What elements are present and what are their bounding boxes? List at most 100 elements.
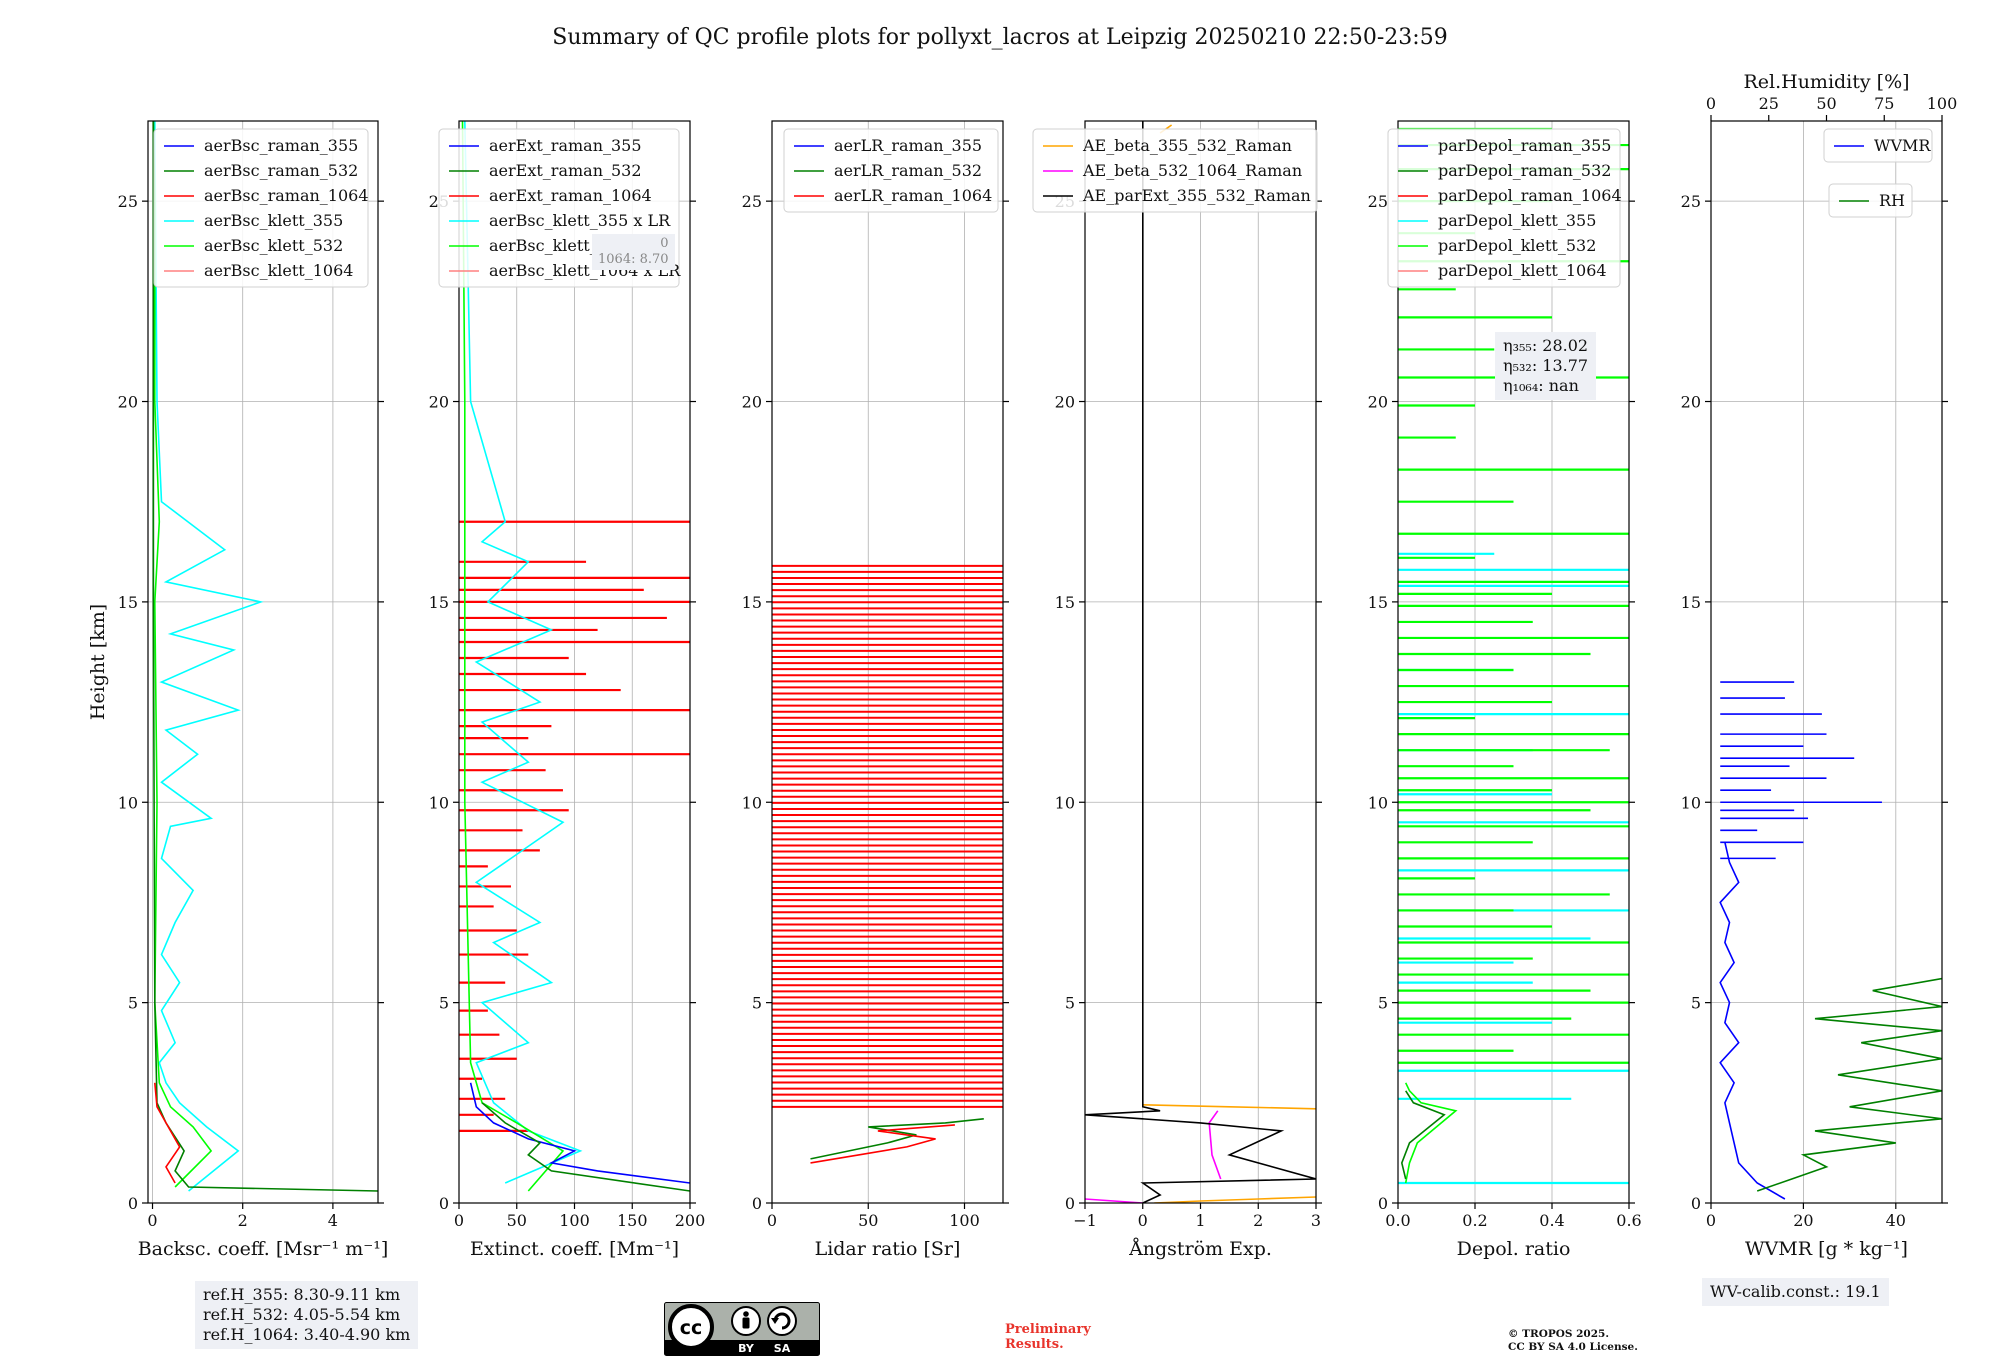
copyright-note: © TROPOS 2025. CC BY SA 4.0 License. bbox=[1508, 1328, 1638, 1354]
wv-calibration-box: WV-calib.const.: 19.1 bbox=[1702, 1278, 1889, 1306]
series-aerext-raman-532 bbox=[481, 1102, 690, 1192]
y-tick-label: 15 bbox=[1368, 593, 1388, 612]
y-tick-label: 20 bbox=[1368, 393, 1388, 412]
series-wvmr bbox=[1719, 842, 1786, 1200]
top-x-tick-label: 75 bbox=[1874, 94, 1894, 113]
y-tick-label: 25 bbox=[118, 192, 138, 211]
legend-entry: parDepol_klett_532 bbox=[1438, 236, 1596, 255]
legend-entry: WVMR bbox=[1874, 136, 1931, 155]
by-icon-head bbox=[743, 1311, 749, 1317]
y-tick-label: 0 bbox=[1691, 1194, 1701, 1213]
legend: parDepol_raman_355 parDepol_raman_532 parD… bbox=[1387, 128, 1622, 288]
x-tick-label: 0 bbox=[147, 1211, 157, 1230]
y-tick-label: 15 bbox=[1055, 593, 1075, 612]
x-axis-label: Backsc. coeff. [Msr⁻¹ m⁻¹] bbox=[138, 1238, 389, 1260]
legend-entry: aerBsc_klett_1064 bbox=[204, 261, 353, 280]
y-tick-label: 5 bbox=[752, 994, 762, 1013]
y-tick-label: 25 bbox=[1681, 192, 1701, 211]
legend-entry: parDepol_klett_355 bbox=[1438, 211, 1596, 230]
reference-height-box: ref.H_355: 8.30-9.11 km ref.H_532: 4.05-… bbox=[195, 1281, 419, 1349]
series-ae-beta-355-532-raman bbox=[1154, 1196, 1316, 1203]
x-tick-label: 4 bbox=[328, 1211, 338, 1230]
by-icon-body bbox=[742, 1317, 750, 1329]
preliminary-line-1: Preliminary bbox=[1005, 1322, 1091, 1337]
y-tick-label: 10 bbox=[1681, 793, 1701, 812]
wv-calib-const: WV-calib.const.: 19.1 bbox=[1710, 1282, 1881, 1301]
y-tick-label: 0 bbox=[439, 1194, 449, 1213]
top-x-tick-label: 100 bbox=[1927, 94, 1958, 113]
x-tick-label: 50 bbox=[858, 1211, 878, 1230]
eta-box: η₃₅₅: 28.02 η₅₃₂: 13.77 η₁₀₆₄: nan bbox=[1495, 332, 1597, 400]
y-tick-label: 15 bbox=[742, 593, 762, 612]
ref-h-1064: ref.H_1064: 3.40-4.90 km bbox=[203, 1325, 411, 1344]
x-tick-label: 1 bbox=[1195, 1211, 1205, 1230]
series-rh bbox=[1756, 977, 1942, 1192]
legend-entry: aerLR_raman_532 bbox=[834, 161, 982, 180]
series-aerlr-raman-532 bbox=[810, 1118, 984, 1160]
legend-entry: aerExt_raman_1064 bbox=[489, 186, 652, 205]
cc-main-text: cc bbox=[680, 1317, 703, 1339]
y-tick-label: 5 bbox=[1691, 994, 1701, 1013]
legend-entry: AE_parExt_355_532_Raman bbox=[1082, 186, 1311, 205]
series-aerext-raman-355 bbox=[469, 1082, 690, 1184]
series-ae-beta-355-532-raman bbox=[1142, 1104, 1316, 1110]
sa-icon bbox=[767, 1306, 797, 1336]
plot-area-backscatter bbox=[152, 121, 378, 1192]
x-tick-label: 150 bbox=[617, 1211, 648, 1230]
x-axis-label: Lidar ratio [Sr] bbox=[815, 1238, 961, 1260]
top-x-tick-label: 0 bbox=[1706, 94, 1716, 113]
x-tick-label: 100 bbox=[949, 1211, 980, 1230]
legend-box bbox=[783, 128, 999, 213]
axes-frame bbox=[1397, 120, 1630, 1204]
figure-title: Summary of QC profile plots for pollyxt_… bbox=[552, 25, 1447, 50]
legend-entry: aerExt_raman_532 bbox=[489, 161, 642, 180]
x-tick-label: 0 bbox=[454, 1211, 464, 1230]
series-aerlr-raman-1064 bbox=[810, 1124, 955, 1164]
cc-license-badge[interactable]: cc BY SA bbox=[664, 1302, 820, 1356]
legend-entry: AE_beta_532_1064_Raman bbox=[1082, 161, 1302, 180]
eta-355: η₃₅₅: 28.02 bbox=[1503, 336, 1589, 355]
y-tick-label: 20 bbox=[1055, 393, 1075, 412]
y-tick-label: 10 bbox=[429, 793, 449, 812]
hidden-extinction-line-2: 1064: 8.70 bbox=[598, 252, 669, 267]
legend-entry: aerLR_raman_355 bbox=[834, 136, 982, 155]
top-x-tick-label: 25 bbox=[1759, 94, 1779, 113]
y-tick-label: 5 bbox=[128, 994, 138, 1013]
preliminary-note: Preliminary Results. bbox=[1005, 1322, 1091, 1352]
x-axis-label: Depol. ratio bbox=[1457, 1238, 1571, 1260]
x-tick-label: 0 bbox=[1138, 1211, 1148, 1230]
axes-frame bbox=[771, 120, 1004, 1204]
copyright-line-1: © TROPOS 2025. bbox=[1508, 1328, 1610, 1340]
x-tick-label: 0.2 bbox=[1462, 1211, 1487, 1230]
plot-area-extinction bbox=[459, 121, 690, 1192]
y-tick-label: 0 bbox=[752, 1194, 762, 1213]
y-tick-label: 5 bbox=[439, 994, 449, 1013]
panel-wvmr_rh: 0 20 40 0 5 10 15 20 25 WVMR [g * kg⁻¹] 0 25 50 75 100… bbox=[1681, 71, 1958, 1260]
legend-entry: parDepol_raman_355 bbox=[1438, 136, 1611, 155]
hidden-extinction-box: 0 1064: 8.70 bbox=[592, 234, 675, 270]
x-tick-label: 0 bbox=[767, 1211, 777, 1230]
series-aerbsc-klett-532 bbox=[152, 121, 213, 1188]
legend: aerBsc_raman_355 aerBsc_raman_532 aerBsc_r… bbox=[153, 128, 369, 288]
y-tick-label: 20 bbox=[742, 393, 762, 412]
y-tick-label: 20 bbox=[429, 393, 449, 412]
y-tick-label: 15 bbox=[1681, 593, 1701, 612]
legend-entry: aerExt_raman_355 bbox=[489, 136, 642, 155]
y-tick-label: 5 bbox=[1378, 994, 1388, 1013]
legend: aerLR_raman_355 aerLR_raman_532 aerLR_rama… bbox=[783, 128, 999, 213]
top-x-tick-label: 50 bbox=[1816, 94, 1836, 113]
series-aerbsc-klett-355 bbox=[154, 121, 264, 1192]
legend-entry: parDepol_klett_1064 bbox=[1438, 261, 1607, 280]
y-tick-label: 10 bbox=[742, 793, 762, 812]
panel-extinction: 0501001502000510152025Extinct. coeff. [M… bbox=[429, 120, 705, 1260]
x-tick-label: 0 bbox=[1706, 1211, 1716, 1230]
y-tick-label: 15 bbox=[429, 593, 449, 612]
hidden-extinction-line-1: 0 bbox=[660, 236, 669, 251]
x-tick-label: 0.4 bbox=[1539, 1211, 1564, 1230]
legend-entry: aerBsc_raman_532 bbox=[204, 161, 358, 180]
series-pardepol-raman-532 bbox=[1400, 1090, 1446, 1180]
y-tick-label: 0 bbox=[1065, 1194, 1075, 1213]
x-tick-label: 2 bbox=[1253, 1211, 1263, 1230]
y-tick-label: 10 bbox=[1368, 793, 1388, 812]
